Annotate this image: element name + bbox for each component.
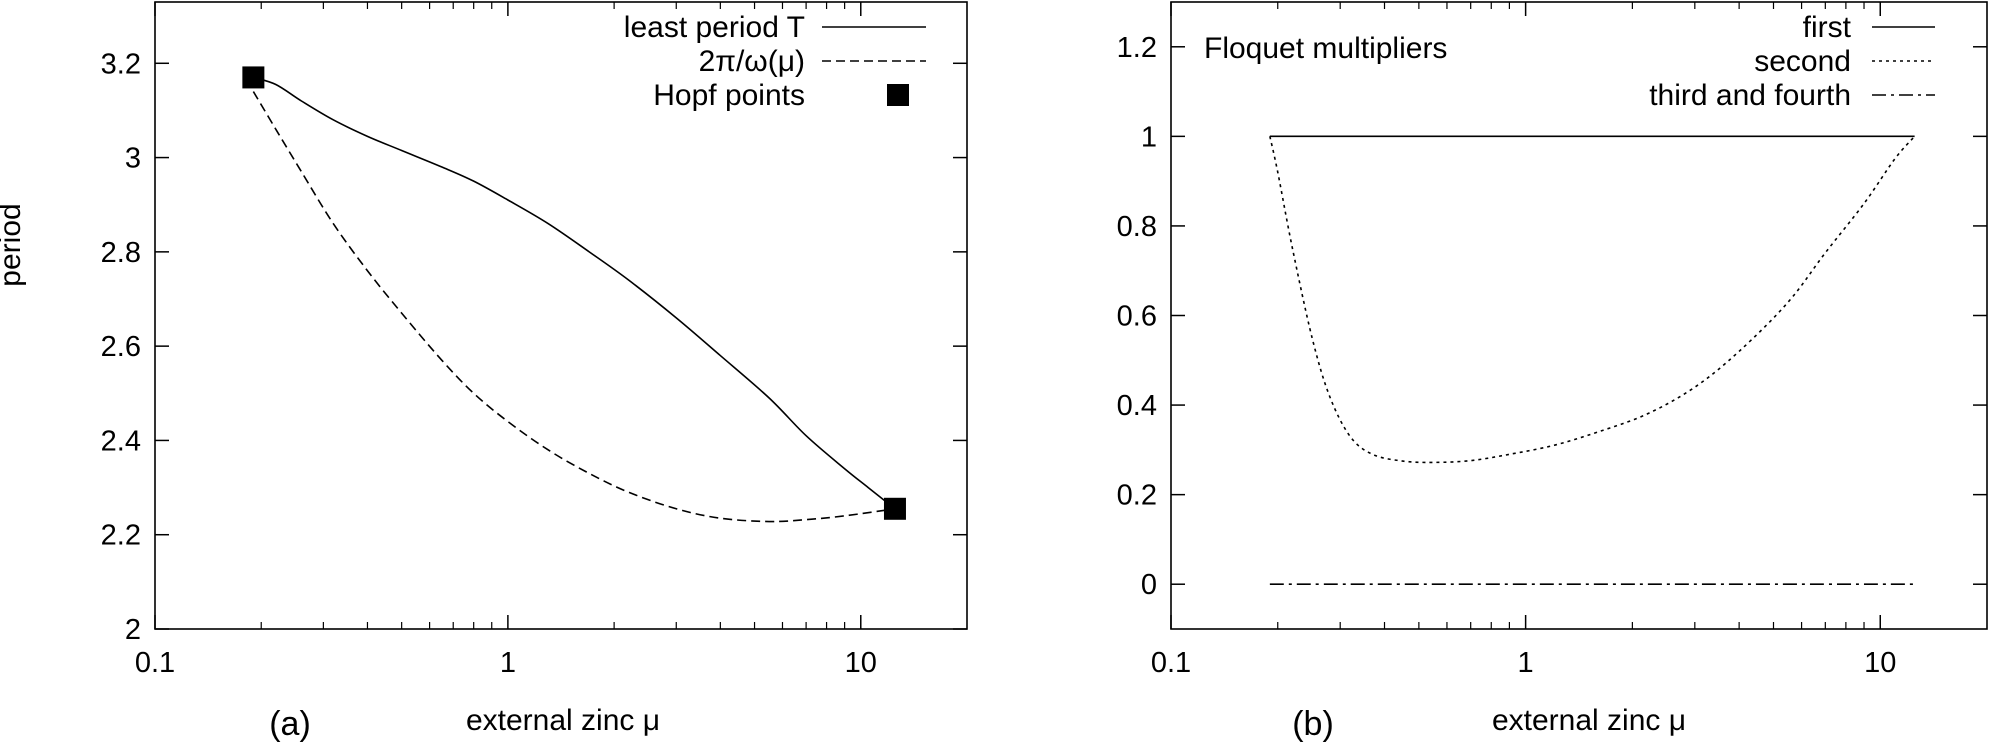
legend-label: first: [1803, 11, 1852, 44]
y-tick-label: 2.2: [101, 520, 141, 552]
x-tick-label: 1: [1518, 647, 1534, 679]
y-tick-label: 0.6: [1117, 301, 1157, 333]
legend-label: second: [1754, 45, 1851, 78]
y-tick-label: 0.2: [1117, 480, 1157, 512]
y-tick-label: 1: [1141, 121, 1157, 153]
x-axis-label: external zinc μ: [1492, 704, 1686, 737]
x-axis-label: external zinc μ: [466, 704, 660, 737]
legend-label: 2π/ω(μ): [699, 45, 805, 78]
panel-label: (b): [1292, 705, 1334, 743]
legend-label: least period T: [624, 11, 805, 44]
panel-a: 2 2.2 2.4 2.6 2.8 3 3.2 0.1 1 10 external zinc μ pe…: [0, 1, 968, 743]
x-tick-label: 10: [845, 647, 877, 679]
plot-frame: [1170, 1, 1988, 630]
series-line: [1269, 135, 1916, 464]
chart-title: Floquet multipliers: [1204, 32, 1447, 65]
panel-b: 0 0.2 0.4 0.6 0.8 1 1.2 0.1 1 10 external zinc μ (b…: [1117, 1, 1988, 743]
hopf-point-marker: [242, 66, 265, 89]
y-tick-label: 3.2: [101, 48, 141, 80]
x-tick-label: 0.1: [1151, 647, 1191, 679]
y-axis-label: period: [0, 203, 27, 286]
y-tick-label: 3: [125, 143, 141, 175]
y-tick-label: 2.6: [101, 331, 141, 363]
hopf-point-marker: [883, 497, 906, 520]
series-line: [253, 76, 896, 510]
plot-frame: [154, 1, 968, 630]
y-tick-label: 0: [1141, 569, 1157, 601]
x-tick-label: 0.1: [135, 647, 175, 679]
x-tick-label: 1: [500, 647, 516, 679]
y-tick-label: 2.8: [101, 237, 141, 269]
legend-label: Hopf points: [653, 79, 805, 112]
legend-label: third and fourth: [1649, 79, 1851, 112]
y-tick-label: 1.2: [1117, 32, 1157, 64]
legend-marker: [887, 84, 909, 106]
series-line: [252, 91, 896, 523]
panel-label: (a): [269, 705, 311, 743]
y-tick-label: 0.4: [1117, 390, 1157, 422]
y-tick-label: 2.4: [101, 425, 141, 457]
y-tick-label: 0.8: [1117, 211, 1157, 243]
y-tick-label: 2: [125, 614, 141, 646]
x-tick-label: 10: [1864, 647, 1896, 679]
